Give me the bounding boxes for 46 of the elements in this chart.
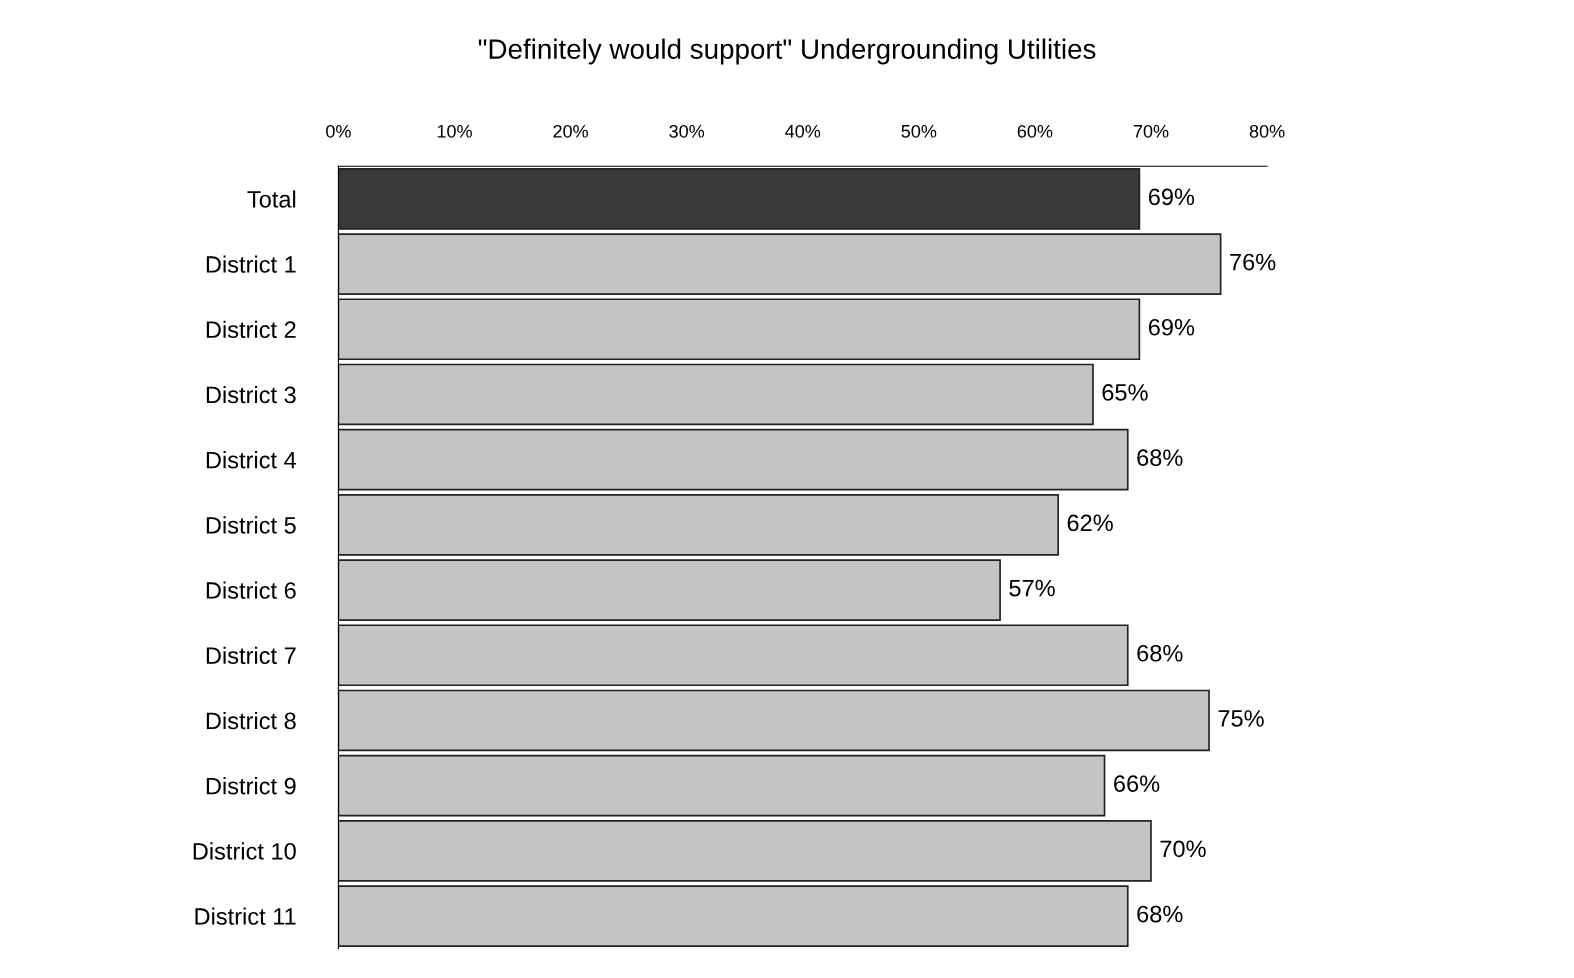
data-label: 70%: [1160, 840, 1206, 858]
x-tick-label: 80%: [1249, 124, 1285, 138]
bar: [338, 233, 1222, 295]
data-label: 68%: [1137, 644, 1183, 662]
bar: [338, 428, 1129, 491]
bar: [338, 754, 1106, 817]
y-tick-label: District 4: [206, 451, 297, 469]
bar: [338, 689, 1210, 752]
y-tick-label: District 7: [206, 646, 296, 665]
bar: [338, 624, 1129, 687]
bar: [338, 885, 1129, 947]
data-label: 76%: [1230, 253, 1276, 271]
bar: [338, 494, 1059, 556]
y-tick-label: District 2: [206, 320, 296, 339]
chart-title: "Definitely would support" Undergrounding Utilities: [478, 38, 1096, 65]
x-tick-label: 0%: [326, 124, 351, 138]
data-label: 69%: [1148, 188, 1195, 206]
y-tick-label: District 9: [206, 777, 296, 795]
x-tick-label: 40%: [785, 124, 821, 138]
data-label: 69%: [1148, 318, 1195, 336]
bar: [338, 298, 1141, 361]
bar: [338, 820, 1152, 882]
data-label: 57%: [1009, 579, 1055, 597]
data-label: 62%: [1067, 514, 1113, 532]
data-label: 68%: [1137, 905, 1183, 923]
y-tick-label: Total: [247, 190, 296, 208]
y-tick-label: District 3: [206, 385, 296, 404]
data-label: 65%: [1102, 384, 1148, 401]
y-tick-label: District 11: [195, 907, 296, 925]
data-label: 68%: [1137, 449, 1183, 466]
y-tick-label: District 1: [206, 255, 296, 273]
y-tick-label: District 8: [206, 711, 296, 730]
x-tick-label: 50%: [901, 124, 937, 138]
y-tick-label: District 10: [193, 842, 296, 860]
y-tick-label: District 6: [206, 581, 296, 599]
x-tick-label: 70%: [1133, 124, 1169, 138]
x-tick-label: 60%: [1017, 124, 1053, 138]
x-tick-label: 20%: [553, 124, 588, 138]
y-tick-label: District 5: [206, 516, 296, 534]
bar: [338, 168, 1141, 230]
bar: [338, 363, 1094, 426]
x-tick-label: 30%: [669, 124, 705, 138]
data-label: 66%: [1114, 775, 1160, 792]
bar: [338, 559, 1001, 621]
x-tick-label: 10%: [437, 124, 472, 138]
data-label: 75%: [1218, 710, 1264, 727]
